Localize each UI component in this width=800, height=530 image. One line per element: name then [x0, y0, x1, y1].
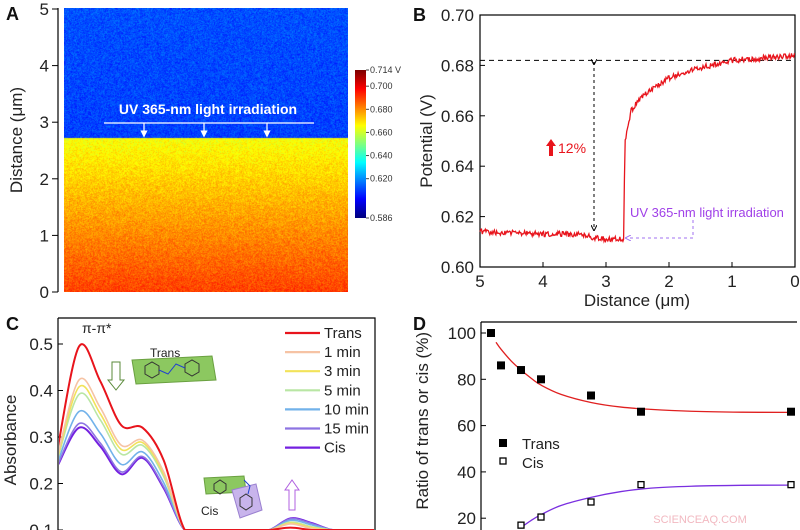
- c-spectrum-line-10-min: [59, 409, 374, 530]
- d-y-axis-label: Ratio of trans or cis (%): [413, 332, 432, 510]
- d-cis-point: [517, 521, 525, 529]
- c-peak-label: π-π*: [82, 320, 112, 336]
- b-irradiation-arrow: [628, 220, 694, 238]
- a-y-tick-label: 2: [40, 170, 49, 189]
- b-up-arrow-icon: [546, 139, 556, 156]
- a-y-tick-label: 3: [40, 113, 49, 132]
- watermark: SCIENCEAQ.COM: [653, 514, 747, 526]
- b-x-tick-label: 4: [538, 272, 547, 291]
- d-fit-curve-trans: [495, 341, 792, 414]
- d-plot-frame: [480, 321, 797, 530]
- c-y-tick-label: 0.1: [29, 521, 53, 530]
- panel-b: 5 4 3 2 1 0 0.60 0.62 0.64 0.66 0.68 0.70 Potential…: [417, 6, 800, 310]
- d-legend-cis-label: Cis: [522, 455, 544, 472]
- panel-label-c: C: [6, 314, 19, 334]
- b-y-tick-label: 0.68: [441, 56, 474, 75]
- d-fit-curve-cis: [520, 484, 792, 528]
- d-y-tick-label: 60: [457, 417, 476, 436]
- c-plot-frame: [57, 317, 376, 530]
- d-y-tick-label: 100: [448, 324, 476, 343]
- panel-label-a: A: [6, 4, 19, 24]
- b-y-tick-label: 0.60: [441, 258, 474, 277]
- c-legend-label: Cis: [324, 440, 346, 457]
- d-trans-point: [587, 391, 595, 400]
- b-x-tick-label: 3: [601, 272, 610, 291]
- d-trans-point: [497, 361, 505, 370]
- d-y-tick-label: 20: [457, 509, 476, 528]
- c-legend-label: 15 min: [324, 421, 369, 438]
- colorbar-tick-label: 0.700: [370, 81, 393, 91]
- d-trans-point: [637, 407, 645, 416]
- colorbar: [355, 70, 366, 218]
- colorbar-tick-label: 0.660: [370, 127, 393, 137]
- c-y-axis-label: Absorbance: [1, 395, 20, 486]
- d-cis-point: [637, 480, 645, 489]
- d-trans-point: [517, 366, 525, 375]
- a-y-tick-label: 4: [40, 57, 49, 76]
- c-legend-label: Trans: [324, 325, 362, 342]
- d-legend-trans-label: Trans: [522, 436, 560, 453]
- c-up-arrow-icon: [284, 479, 300, 511]
- b-y-tick-label: 0.64: [441, 157, 474, 176]
- a-y-tick-label: 5: [40, 0, 49, 19]
- b-y-tick-label: 0.62: [441, 208, 474, 227]
- b-y-tick-label: 0.70: [441, 6, 474, 25]
- c-legend-label: 1 min: [324, 344, 361, 361]
- b-x-tick-label: 5: [475, 272, 484, 291]
- c-y-tick-label: 0.2: [29, 475, 53, 494]
- a-y-tick-label: 1: [40, 226, 49, 245]
- c-y-tick-label: 0.3: [29, 428, 53, 447]
- b-x-tick-label: 0: [790, 272, 799, 291]
- trans-molecule-icon: [131, 355, 217, 385]
- b-irradiation-label: UV 365-nm light irradiation: [630, 205, 784, 220]
- panel-d: 20 40 60 80 100 Ratio of trans or cis (%) Tr…: [413, 321, 797, 530]
- c-y-tick-label: 0.4: [29, 382, 53, 401]
- d-cis-point: [587, 498, 595, 506]
- d-y-tick-label: 80: [457, 370, 476, 389]
- b-potential-line: [479, 52, 796, 244]
- d-y-tick-label: 40: [457, 463, 476, 482]
- colorbar-tick-label: 0.714 V: [370, 65, 401, 75]
- cis-molecule-icon: [203, 475, 263, 519]
- c-legend-label: 3 min: [324, 363, 361, 380]
- potential-map-heatmap: [64, 8, 348, 292]
- b-x-tick-label: 1: [727, 272, 736, 291]
- a-y-axis-label: Distance (μm): [7, 87, 26, 193]
- panel-label-d: D: [413, 314, 426, 334]
- panel-a: 0 1 2 3 4 5 Distance (μm) UV 365-nm light irr…: [7, 0, 401, 302]
- d-cis-point: [537, 513, 545, 521]
- d-trans-point: [537, 375, 545, 384]
- d-trans-point: [787, 407, 795, 416]
- c-legend-label: 5 min: [324, 382, 361, 399]
- a-irradiation-label: UV 365-nm light irradiation: [119, 101, 297, 117]
- b-y-axis-label: Potential (V): [417, 94, 436, 188]
- c-cis-label: Cis: [201, 504, 218, 518]
- colorbar-tick-label: 0.640: [370, 151, 393, 161]
- c-spectrum-line-trans: [59, 343, 374, 530]
- d-trans-point: [487, 329, 495, 337]
- b-plot-frame: [479, 14, 796, 268]
- c-down-arrow-icon: [106, 361, 126, 391]
- b-y-tick-label: 0.66: [441, 107, 474, 126]
- a-y-tick-label: 0: [40, 283, 49, 302]
- c-legend-label: 10 min: [324, 401, 369, 418]
- panel-label-b: B: [413, 5, 426, 25]
- d-legend-trans-marker: [499, 439, 507, 447]
- d-cis-point: [787, 480, 795, 489]
- colorbar-tick-label: 0.586: [370, 213, 393, 223]
- c-y-tick-label: 0.5: [29, 335, 53, 354]
- b-x-tick-label: 2: [664, 272, 673, 291]
- c-trans-label: Trans: [150, 346, 180, 360]
- panel-c: 0.1 0.2 0.3 0.4 0.5 Absorbance Trans 1 min 3 m…: [1, 317, 376, 530]
- colorbar-tick-label: 0.620: [370, 174, 393, 184]
- colorbar-tick-label: 0.680: [370, 104, 393, 114]
- b-x-axis-label: Distance (μm): [584, 291, 690, 310]
- d-legend-cis-marker: [499, 457, 507, 465]
- b-increase-label: 12%: [558, 140, 586, 156]
